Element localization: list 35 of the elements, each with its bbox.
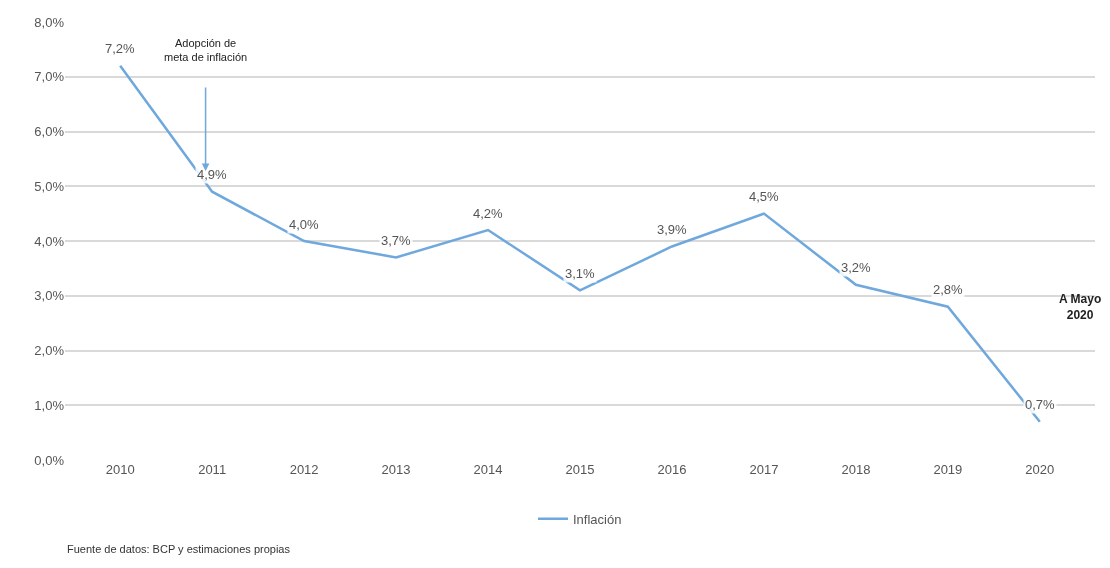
annotation: A Mayo 2020 bbox=[1059, 292, 1102, 322]
data-label: 4,0% bbox=[289, 217, 320, 232]
y-tick-label: 5,0% bbox=[34, 178, 65, 194]
x-tick-label: 2011 bbox=[198, 462, 227, 477]
data-label: 3,1% bbox=[565, 266, 596, 281]
y-tick-label: 8,0% bbox=[34, 14, 65, 30]
source-note: Fuente de datos: BCP y estimaciones propias bbox=[67, 543, 291, 555]
data-label: 2,8% bbox=[933, 282, 964, 297]
x-tick-label: 2017 bbox=[749, 462, 779, 477]
y-tick-label: 2,0% bbox=[34, 343, 65, 359]
x-tick-label: 2019 bbox=[933, 462, 963, 477]
y-tick-label: 4,0% bbox=[34, 233, 65, 249]
legend-label: Inflación bbox=[573, 511, 622, 527]
data-label: 3,9% bbox=[657, 222, 688, 237]
x-tick-label: 2014 bbox=[473, 462, 503, 477]
y-tick-label: 1,0% bbox=[34, 397, 65, 413]
x-tick-label: 2016 bbox=[657, 462, 687, 477]
x-tick-label: 2013 bbox=[381, 462, 411, 477]
data-label: 3,2% bbox=[841, 260, 872, 275]
x-tick-label: 2012 bbox=[289, 462, 319, 477]
y-tick-label: 6,0% bbox=[34, 124, 65, 140]
data-label: 4,5% bbox=[749, 189, 780, 204]
x-tick-label: 2020 bbox=[1025, 462, 1055, 477]
x-tick-label: 2010 bbox=[105, 462, 135, 477]
x-tick-label: 2018 bbox=[841, 462, 871, 477]
y-tick-label: 0,0% bbox=[34, 452, 65, 468]
data-label: 4,2% bbox=[473, 206, 504, 221]
x-tick-label: 2015 bbox=[565, 462, 595, 477]
data-label: 7,2% bbox=[105, 41, 136, 56]
data-label: 4,9% bbox=[197, 167, 228, 182]
annotation: Adopción de meta de inflación bbox=[164, 37, 248, 64]
y-tick-label: 7,0% bbox=[34, 69, 65, 85]
y-tick-label: 3,0% bbox=[34, 288, 65, 304]
data-label: 0,7% bbox=[1025, 397, 1056, 412]
data-label: 3,7% bbox=[381, 233, 412, 248]
